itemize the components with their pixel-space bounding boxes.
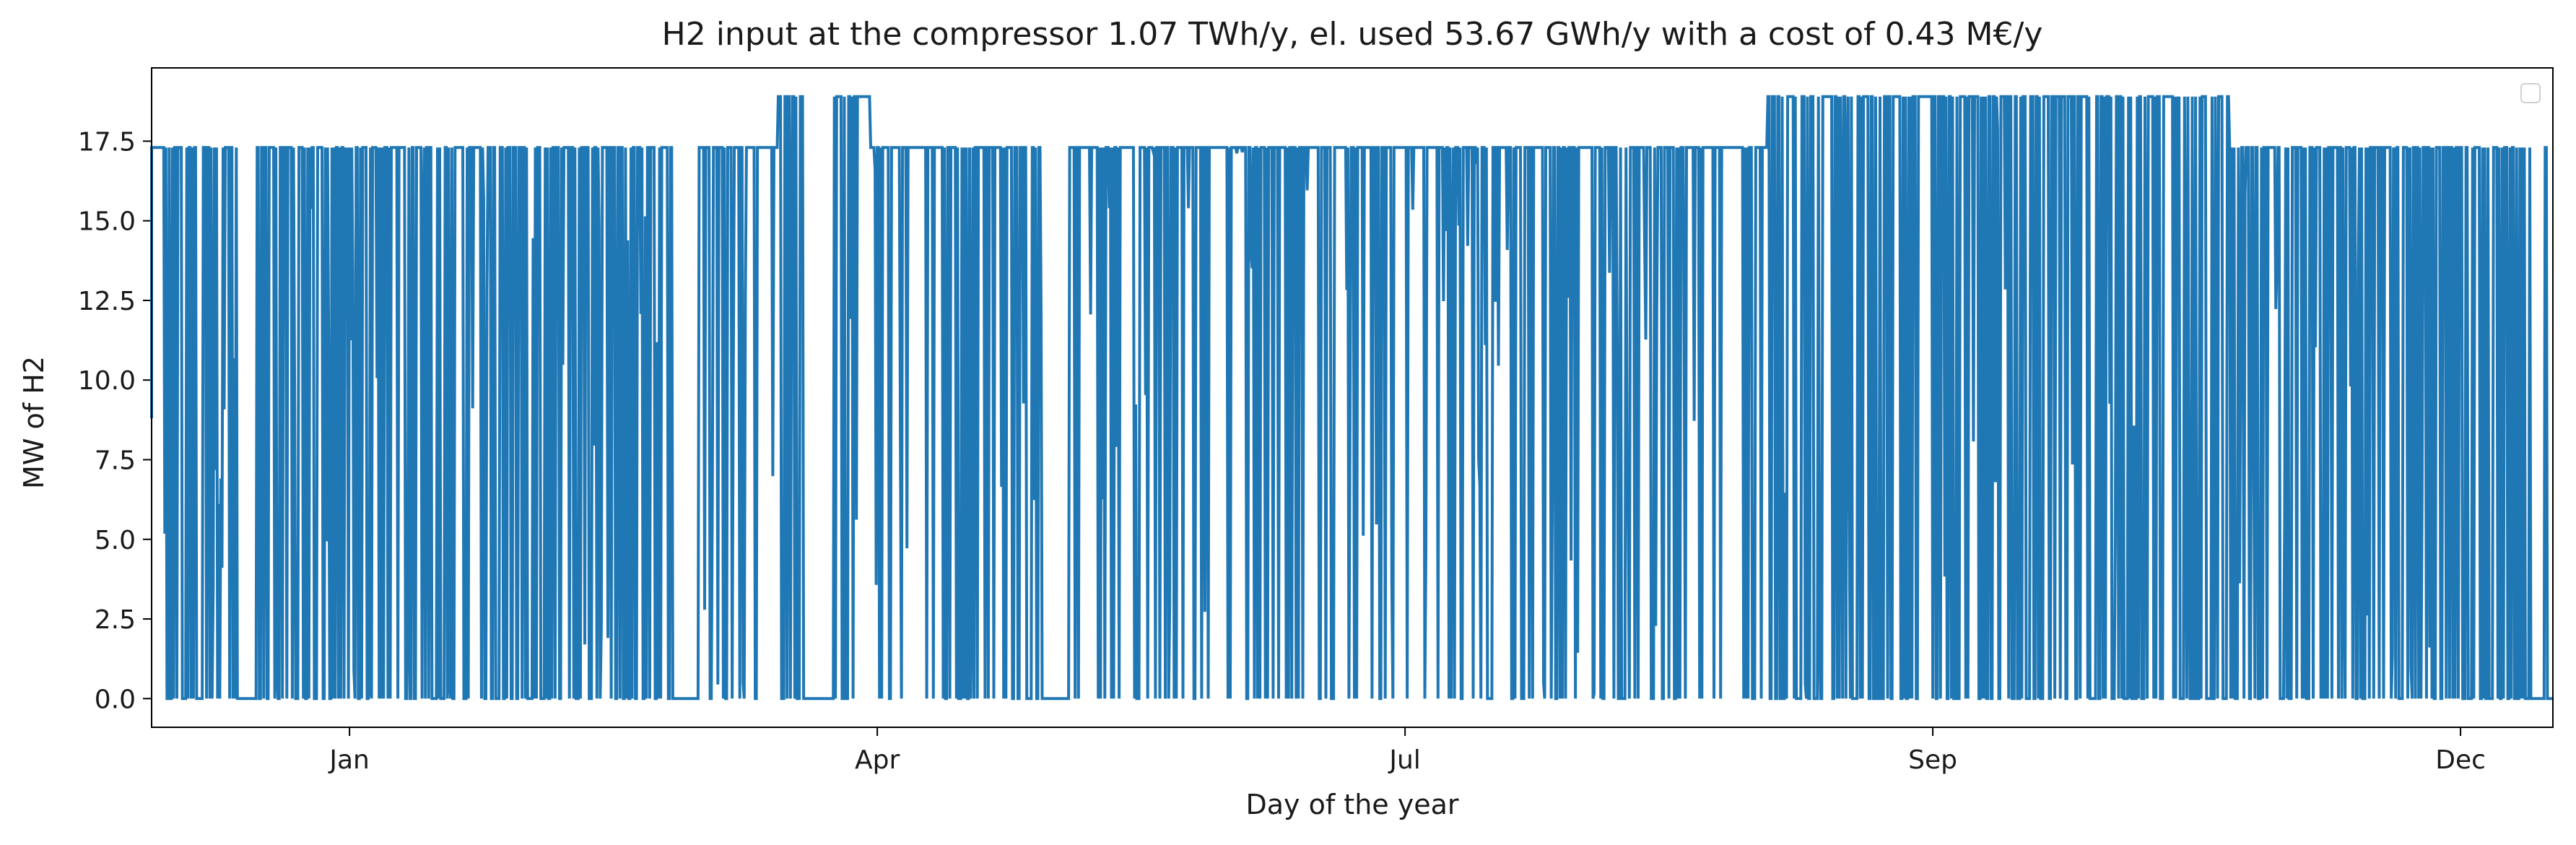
y-tick-label: 7.5 [95, 446, 136, 476]
x-axis-label: Day of the year [1245, 789, 1458, 820]
series-line [150, 95, 2553, 701]
y-axis-label: MW of H2 [18, 356, 50, 489]
chart-title: H2 input at the compressor 1.07 TWh/y, e… [662, 16, 2043, 53]
y-tick-label: 0.0 [95, 685, 136, 714]
legend-box [2520, 83, 2541, 103]
plot-area: 0.0 2.5 5.0 7.5 10.0 12.5 15.0 17.5 Jan Apr Jul Sep… [78, 67, 2554, 775]
x-tick-label: Apr [855, 745, 900, 775]
x-tick-label: Sep [1908, 745, 1957, 775]
y-tick-label: 10.0 [78, 366, 136, 396]
y-tick-label: 17.5 [78, 127, 136, 157]
y-tick-label: 2.5 [95, 605, 136, 635]
x-tick-label: Dec [2435, 745, 2486, 775]
x-tick-label: Jul [1388, 745, 1420, 775]
x-tick-label: Jan [328, 745, 370, 775]
plot-frame [151, 67, 2554, 728]
y-tick-label: 15.0 [78, 207, 136, 237]
y-tick-label: 12.5 [78, 287, 136, 316]
y-tick-label: 5.0 [95, 526, 136, 555]
